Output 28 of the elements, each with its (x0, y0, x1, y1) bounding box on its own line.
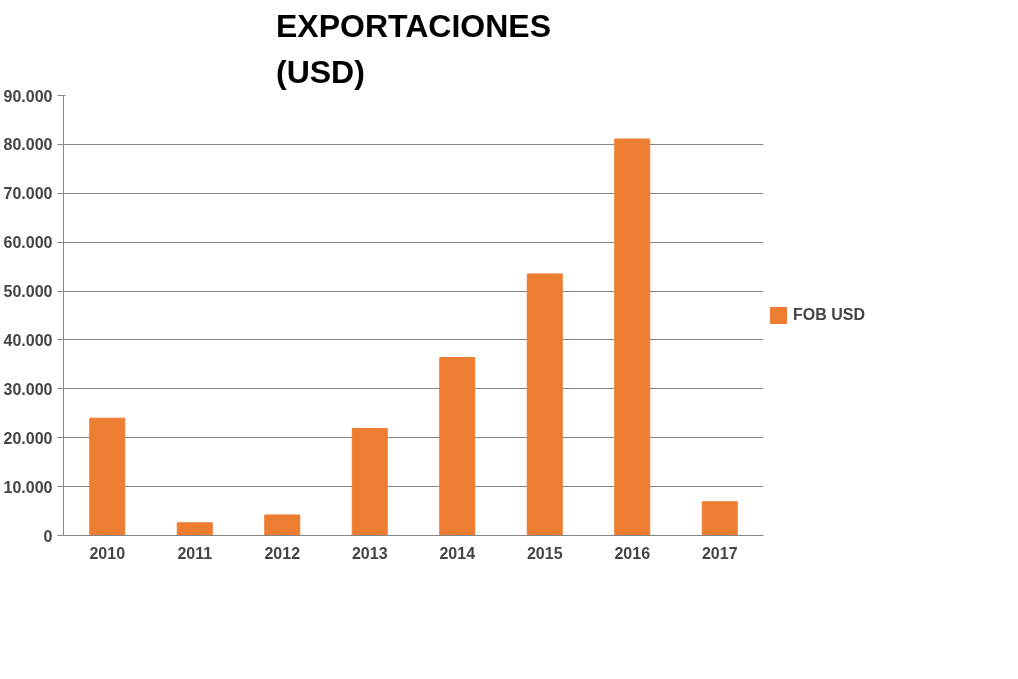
y-tick-label: 50.000 (3, 283, 53, 301)
x-tick-label: 2017 (701, 544, 738, 562)
y-tick-label: 70.000 (3, 185, 53, 203)
x-tick-label: 2016 (614, 544, 651, 562)
x-tick-label: 2013 (351, 544, 388, 562)
bar (439, 357, 476, 536)
y-tick-label: 20.000 (3, 429, 53, 447)
y-tick-label: 30.000 (3, 380, 53, 398)
y-tick-label: 40.000 (3, 331, 53, 349)
bar (264, 514, 301, 536)
y-tick-label: 90.000 (3, 87, 53, 105)
bar (614, 138, 651, 536)
bar (89, 417, 126, 536)
x-tick-label: 2010 (89, 544, 126, 562)
y-tick-label: 80.000 (3, 136, 53, 154)
x-tick-label: 2011 (177, 544, 213, 562)
x-tick-label: 2015 (526, 544, 563, 562)
bar (176, 522, 213, 536)
chart-title: EXPORTACIONES (USD) (276, 7, 551, 91)
legend-label: FOB USD (793, 306, 865, 324)
bar (526, 273, 563, 536)
bar (351, 427, 388, 536)
bar (701, 501, 738, 536)
y-tick-label: 10.000 (3, 478, 53, 496)
x-tick-label: 2012 (264, 544, 301, 562)
y-tick-label: 0 (43, 527, 53, 545)
y-tick-label: 60.000 (3, 234, 53, 252)
x-tick-label: 2014 (439, 544, 476, 562)
